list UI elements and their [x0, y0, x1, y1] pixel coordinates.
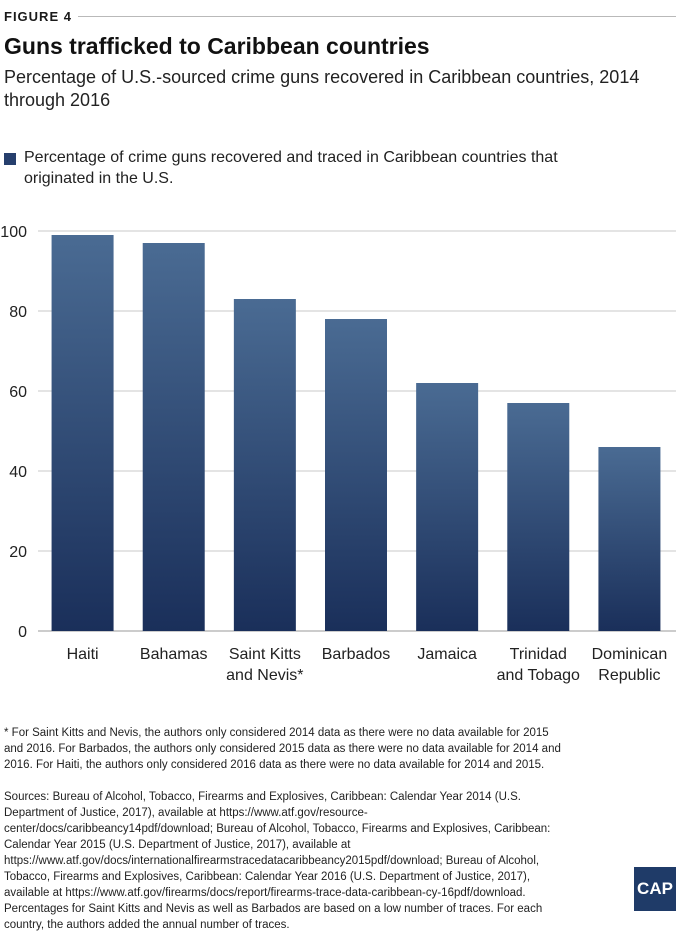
bar: [598, 447, 661, 631]
y-tick-label: 100: [0, 224, 27, 241]
y-tick-label: 0: [18, 624, 27, 641]
y-tick-label: 80: [9, 304, 27, 321]
x-tick-label: Dominican Republic: [592, 646, 668, 684]
legend-label: Percentage of crime guns recovered and t…: [24, 149, 558, 187]
bar: [416, 383, 479, 631]
sources-note: Sources: Bureau of Alcohol, Tobacco, Fir…: [4, 791, 551, 931]
y-tick-label: 20: [9, 544, 27, 561]
x-tick-label: Barbados: [322, 646, 391, 663]
bar: [507, 403, 570, 631]
footnote: * For Saint Kitts and Nevis, the authors…: [4, 727, 561, 771]
x-tick-label: Bahamas: [140, 646, 208, 663]
top-divider: [78, 16, 676, 17]
x-tick-label: Jamaica: [417, 646, 477, 663]
figure-label: FIGURE 4: [4, 9, 72, 24]
bar: [233, 299, 296, 631]
x-tick-label: Saint Kitts and Nevis*: [226, 646, 303, 684]
x-tick-label: Trinidad and Tobago: [497, 646, 580, 684]
bar-chart: 0 20 40 60 80 100 Haiti Bahamas Saint Kitts and N…: [0, 224, 676, 684]
bar: [51, 235, 114, 631]
x-tick-label: Haiti: [67, 646, 99, 663]
bar: [142, 243, 205, 631]
legend-swatch: [4, 153, 16, 165]
chart-title: Guns trafficked to Caribbean countries: [4, 33, 430, 59]
chart-legend: Percentage of crime guns recovered and t…: [4, 147, 584, 189]
y-tick-label: 40: [9, 464, 27, 481]
y-tick-label: 60: [9, 384, 27, 401]
bar: [325, 319, 387, 631]
chart-subtitle: Percentage of U.S.-sourced crime guns re…: [4, 67, 640, 110]
cap-logo: CAP: [634, 867, 676, 911]
